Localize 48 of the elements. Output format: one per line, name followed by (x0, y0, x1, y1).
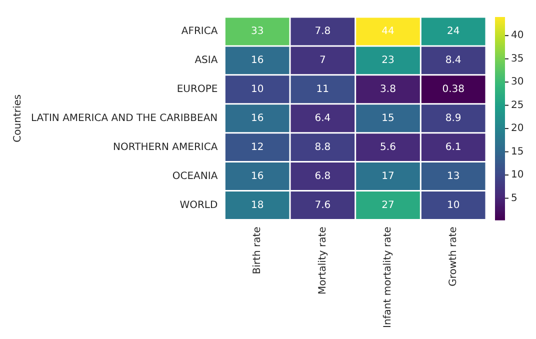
data-label: 15 (382, 112, 394, 124)
data-label: 17 (382, 170, 394, 182)
data-label: 0.38 (442, 84, 464, 95)
data-label: 7 (319, 55, 326, 66)
color-bar-label: 30 (511, 76, 524, 88)
data-label: 11 (316, 84, 330, 95)
color-bar-label: 20 (511, 123, 524, 134)
y-tick-label: OCEANIA (172, 170, 218, 182)
data-label: 27 (382, 200, 394, 211)
data-label: 44 (382, 26, 394, 38)
color-bar-label: 40 (511, 30, 524, 42)
data-label: 24 (446, 26, 460, 38)
data-label: 7.6 (314, 200, 331, 211)
x-tick-label: Mortality rate (317, 226, 328, 295)
x-tick-label: Birth rate (252, 226, 263, 274)
data-label: 16 (250, 112, 264, 124)
y-tick-label: NORTHERN AMERICA (113, 142, 218, 153)
y-tick-label: ASIA (194, 55, 218, 66)
data-label: 23 (382, 55, 394, 66)
data-label: 10 (250, 84, 264, 95)
color-bar-label: 35 (511, 53, 524, 64)
y-axis-title: Countries (12, 94, 24, 142)
data-label: 33 (250, 26, 264, 38)
data-label: 6.8 (314, 170, 331, 182)
data-label: 6.4 (314, 112, 331, 124)
y-tick-label: EUROPE (176, 84, 218, 95)
y-tick-label: LATIN AMERICA AND THE CARIBBEAN (30, 112, 218, 124)
color-bar-label: 5 (511, 192, 518, 204)
data-label: 8.8 (314, 142, 331, 153)
x-tick-label: Infant mortality rate (382, 226, 394, 328)
data-label: 16 (250, 170, 264, 182)
data-label: 5.6 (380, 142, 396, 153)
data-label: 3.8 (380, 84, 396, 95)
data-label: 12 (250, 142, 264, 153)
color-bar-label: 10 (511, 170, 524, 181)
y-tick-label: AFRICA (181, 26, 218, 38)
data-label: 16 (250, 55, 264, 66)
x-tick-label: Growth rate (448, 226, 459, 286)
data-label: 7.8 (314, 26, 331, 38)
data-label: 8.4 (445, 55, 462, 66)
color-bar-label: 15 (511, 146, 524, 158)
y-tick-label: WORLD (180, 200, 218, 211)
data-label: 8.9 (445, 112, 462, 124)
data-label: 13 (446, 170, 460, 182)
color-bar-label: 25 (511, 100, 524, 111)
data-label: 18 (250, 200, 264, 211)
data-label: 6.1 (445, 142, 462, 153)
data-label: 10 (446, 200, 460, 211)
